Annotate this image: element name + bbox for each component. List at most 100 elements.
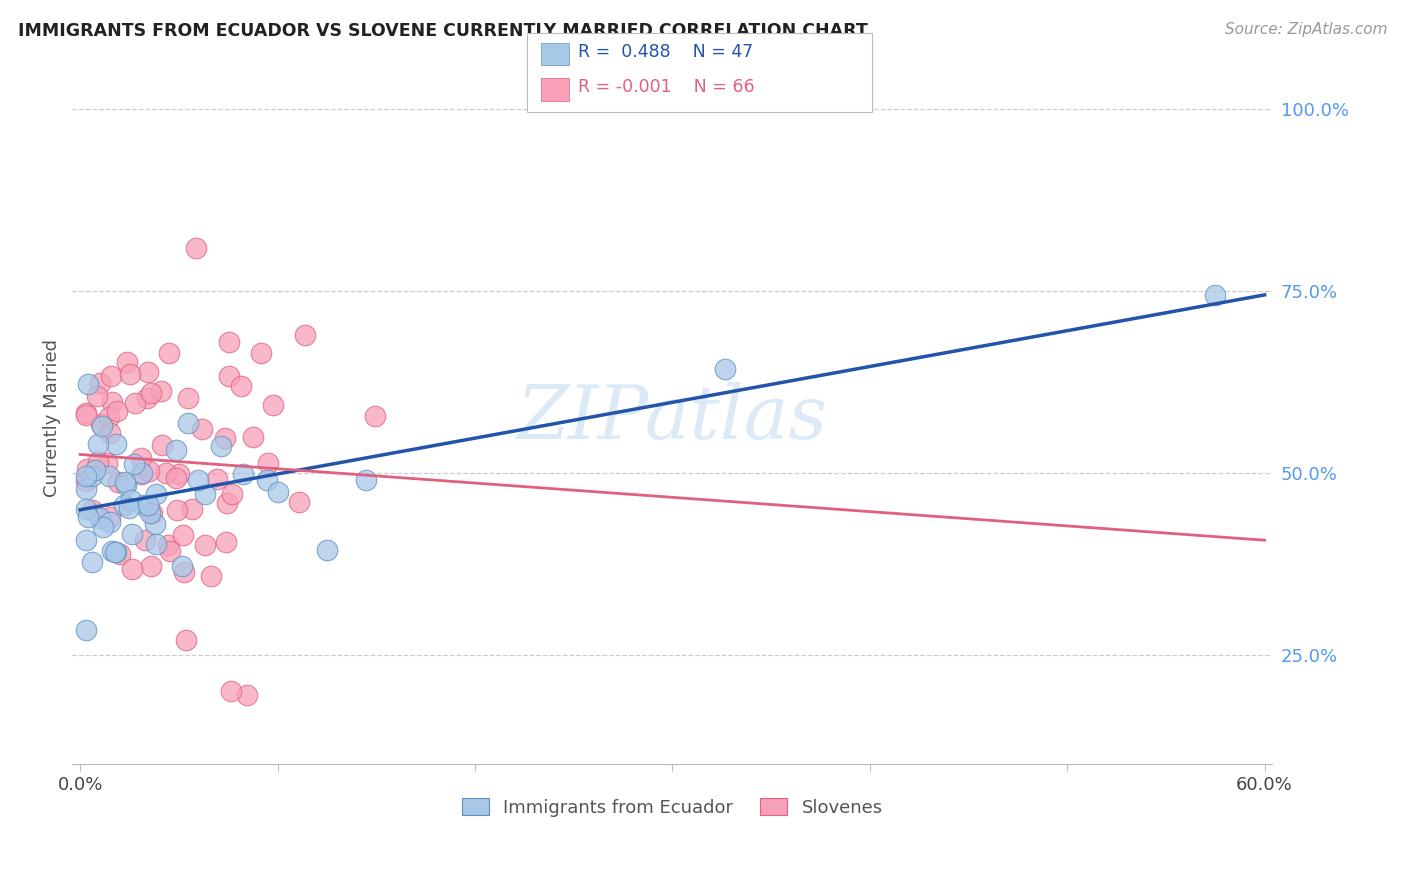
Point bbox=[159, 543, 181, 558]
Point bbox=[100, 368, 122, 383]
Point bbox=[229, 379, 252, 393]
Point bbox=[114, 475, 136, 490]
Y-axis label: Currently Married: Currently Married bbox=[44, 339, 60, 498]
Point bbox=[75, 502, 97, 516]
Point bbox=[138, 498, 160, 512]
Point bbox=[294, 327, 316, 342]
Point bbox=[100, 516, 122, 530]
Point bbox=[131, 467, 153, 481]
Point bbox=[200, 569, 222, 583]
Text: Source: ZipAtlas.com: Source: ZipAtlas.com bbox=[1225, 22, 1388, 37]
Point bbox=[105, 404, 128, 418]
Point bbox=[714, 362, 737, 376]
Point bbox=[124, 396, 146, 410]
Point bbox=[75, 482, 97, 496]
Point bbox=[86, 455, 108, 469]
Point bbox=[91, 419, 114, 434]
Point bbox=[181, 502, 204, 516]
Point bbox=[75, 469, 97, 483]
Point bbox=[101, 543, 124, 558]
Point bbox=[75, 533, 97, 547]
Point bbox=[174, 633, 197, 648]
Point bbox=[136, 392, 159, 406]
Point bbox=[118, 500, 141, 515]
Point bbox=[100, 395, 122, 409]
Point bbox=[356, 473, 378, 487]
Point bbox=[187, 473, 209, 487]
Point bbox=[139, 506, 162, 520]
Point bbox=[136, 365, 159, 379]
Point bbox=[75, 474, 97, 488]
Point bbox=[221, 487, 243, 501]
Point bbox=[139, 559, 162, 574]
Point bbox=[141, 506, 163, 520]
Point bbox=[107, 475, 129, 490]
Point bbox=[141, 386, 163, 401]
Point bbox=[138, 464, 160, 478]
Point bbox=[1204, 287, 1226, 301]
Point bbox=[121, 562, 143, 576]
Point bbox=[165, 442, 187, 457]
Point bbox=[170, 559, 193, 574]
Point bbox=[218, 335, 240, 350]
Point bbox=[84, 463, 107, 477]
Point bbox=[242, 430, 264, 444]
Point bbox=[118, 367, 141, 381]
Point bbox=[150, 438, 173, 452]
Point bbox=[149, 384, 172, 399]
Point bbox=[145, 537, 167, 551]
Point bbox=[112, 498, 135, 512]
Point bbox=[173, 565, 195, 579]
Point bbox=[98, 426, 121, 441]
Point bbox=[172, 528, 194, 542]
Point bbox=[190, 421, 212, 435]
Point bbox=[98, 410, 121, 425]
Point bbox=[145, 487, 167, 501]
Point bbox=[90, 417, 112, 431]
Point bbox=[167, 467, 190, 482]
Point bbox=[105, 545, 128, 559]
Point bbox=[219, 684, 242, 698]
Legend: Immigrants from Ecuador, Slovenes: Immigrants from Ecuador, Slovenes bbox=[454, 790, 890, 824]
Point bbox=[82, 503, 104, 517]
Point bbox=[77, 510, 100, 524]
Point bbox=[155, 466, 177, 480]
Point bbox=[249, 346, 271, 360]
Point bbox=[262, 398, 284, 412]
Point bbox=[120, 493, 142, 508]
Point bbox=[143, 517, 166, 532]
Point bbox=[194, 487, 217, 501]
Point bbox=[288, 495, 311, 509]
Point bbox=[129, 450, 152, 465]
Point bbox=[256, 473, 278, 487]
Point bbox=[132, 498, 155, 512]
Point bbox=[194, 538, 217, 552]
Text: R = -0.001    N = 66: R = -0.001 N = 66 bbox=[578, 78, 755, 96]
Point bbox=[315, 542, 337, 557]
Point bbox=[232, 467, 254, 482]
Point bbox=[215, 535, 238, 549]
Point bbox=[89, 511, 111, 525]
Point bbox=[80, 555, 103, 569]
Point bbox=[157, 346, 180, 360]
Point bbox=[108, 547, 131, 561]
Point bbox=[87, 437, 110, 451]
Point bbox=[156, 537, 179, 551]
Point bbox=[89, 376, 111, 390]
Point bbox=[93, 520, 115, 534]
Point bbox=[129, 467, 152, 481]
Point bbox=[115, 478, 138, 492]
Point bbox=[165, 471, 187, 485]
Point bbox=[96, 456, 118, 470]
Point bbox=[218, 369, 240, 384]
Text: IMMIGRANTS FROM ECUADOR VS SLOVENE CURRENTLY MARRIED CORRELATION CHART: IMMIGRANTS FROM ECUADOR VS SLOVENE CURRE… bbox=[18, 22, 868, 40]
Point bbox=[77, 377, 100, 392]
Text: ZIPatlas: ZIPatlas bbox=[517, 382, 828, 455]
Point bbox=[166, 502, 188, 516]
Point bbox=[364, 409, 387, 423]
Point bbox=[177, 391, 200, 405]
Point bbox=[75, 406, 97, 420]
Point bbox=[97, 468, 120, 483]
Point bbox=[98, 509, 121, 524]
Point bbox=[80, 468, 103, 483]
